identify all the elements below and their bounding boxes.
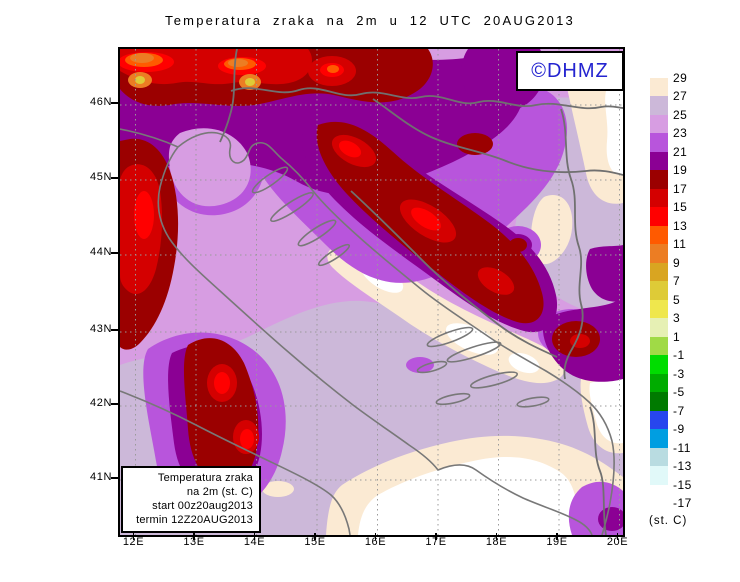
colorbar-tick-label: 23 [673, 126, 688, 140]
lon-tick-mark [435, 533, 437, 540]
colorbar-band [650, 151, 668, 170]
lat-tick-label: 42N [90, 397, 112, 409]
lon-tick-label: 18E [485, 536, 508, 548]
colorbar-tick-label: -7 [673, 403, 685, 418]
colorbar-tick-label: 5 [673, 292, 681, 307]
lon-tick-mark [132, 533, 135, 540]
map-area: ©DHMZ Temperatura zraka na 2m (st. C) st… [118, 47, 625, 537]
lon-tick-mark [495, 533, 498, 540]
lon-tick-label: 17E [425, 536, 447, 548]
temperature-field-svg [120, 49, 623, 535]
colorbar-band [650, 392, 668, 411]
colorbar-band [650, 466, 668, 485]
colorbar-unit-label: (st. C) [649, 515, 688, 527]
lon-tick-mark [374, 533, 377, 540]
colorbar-band [650, 410, 668, 429]
colorbar-tick-label: 27 [673, 89, 688, 103]
lon-tick-mark [616, 533, 619, 540]
colorbar-tick-label: -9 [673, 422, 685, 436]
lat-tick-mark [111, 102, 118, 104]
colorbar-tick-label: 15 [673, 200, 688, 214]
lat-tick-mark [111, 252, 118, 254]
lon-tick-mark [253, 533, 256, 540]
lon-tick-label: 20E [606, 536, 629, 548]
lon-tick-mark [556, 533, 558, 540]
lon-tick-label: 19E [546, 536, 568, 548]
colorbar-band [650, 355, 668, 374]
colorbar-tick-label: 21 [673, 144, 688, 159]
colorbar-tick-label: -3 [673, 366, 685, 381]
lat-tick-mark [111, 403, 118, 405]
lat-tick-mark [111, 477, 118, 479]
lat-tick-label: 41N [90, 471, 112, 483]
graticule [120, 49, 623, 535]
lon-tick-label: 15E [304, 536, 326, 548]
info-line-1: Temperatura zraka [157, 472, 253, 484]
lon-tick-label: 14E [243, 536, 266, 548]
colorbar-band [650, 225, 668, 244]
colorbar-tick-label: 17 [673, 181, 688, 196]
country-borders [219, 49, 623, 535]
colorbar-band [650, 299, 668, 318]
colorbar-tick-label: -1 [673, 348, 685, 362]
colorbar-tick-label: 19 [673, 163, 688, 177]
colorbar-tick-label: 7 [673, 274, 681, 288]
colorbar-tick-label: -11 [673, 440, 691, 455]
page-title: Temperatura zraka na 2m u 12 UTC 20AUG20… [165, 13, 575, 28]
colorbar-band [650, 281, 668, 300]
colorbar-tick-label: -15 [673, 477, 692, 492]
colorbar-tick-label: -17 [673, 496, 692, 510]
colorbar-band [650, 170, 668, 189]
colorbar-band [650, 373, 668, 392]
info-line-2: na 2m (st. C) [186, 486, 253, 498]
lon-tick-mark [193, 533, 195, 540]
colorbar-band [650, 188, 668, 207]
maroon-red-bands [120, 49, 600, 487]
dhmz-logo-text: ©DHMZ [531, 59, 609, 82]
colorbar-tick-label: 3 [673, 311, 681, 325]
lat-tick-mark [111, 177, 118, 179]
colorbar-band [650, 318, 668, 337]
colorbar-band [650, 447, 668, 466]
colorbar-band [650, 484, 668, 503]
lat-tick-label: 43N [90, 323, 112, 335]
lon-tick-label: 13E [183, 536, 205, 548]
lon-tick-label: 16E [364, 536, 387, 548]
colorbar-band [650, 207, 668, 226]
info-box: Temperatura zraka na 2m (st. C) start 00… [121, 466, 261, 533]
colorbar-tick-label: 9 [673, 255, 681, 270]
lat-tick-label: 44N [90, 246, 112, 258]
colorbar-tick-label: 29 [673, 70, 688, 85]
colorbar-band [650, 114, 668, 133]
lat-tick-label: 46N [90, 96, 112, 108]
lon-tick-label: 12E [122, 536, 145, 548]
colorbar-tick-label: -5 [673, 385, 685, 399]
colorbar-tick-label: 25 [673, 107, 688, 122]
info-line-4: termin 12Z20AUG2013 [136, 514, 253, 526]
dhmz-logo: ©DHMZ [516, 51, 624, 91]
lon-tick-mark [314, 533, 316, 540]
colorbar-band [650, 262, 668, 281]
colorbar-band [650, 244, 668, 263]
colorbar-band [650, 96, 668, 115]
coastlines [120, 128, 615, 535]
colorbar-tick-label: 13 [673, 218, 688, 233]
lat-tick-mark [111, 329, 118, 331]
info-line-3: start 00z20aug2013 [152, 500, 253, 512]
colorbar-tick-label: 1 [673, 329, 681, 344]
lat-tick-label: 45N [90, 171, 112, 183]
colorbar-band [650, 429, 668, 448]
colorbar-band [650, 133, 668, 152]
colorbar-band [650, 336, 668, 355]
colorbar-tick-label: -13 [673, 459, 692, 473]
colorbar-tick-label: 11 [673, 237, 687, 251]
colorbar-band [650, 77, 668, 96]
